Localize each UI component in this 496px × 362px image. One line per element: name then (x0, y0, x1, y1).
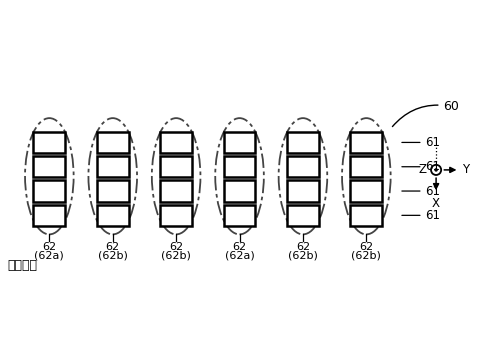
Bar (287, 181, 319, 202)
Bar (224, 181, 255, 202)
Text: (62a): (62a) (225, 251, 254, 261)
Text: 62: 62 (233, 242, 247, 252)
Text: Y: Y (462, 163, 470, 176)
Bar (34, 205, 65, 226)
Text: 60: 60 (392, 100, 459, 127)
Text: 62: 62 (169, 242, 183, 252)
Text: 62: 62 (296, 242, 310, 252)
Text: 線状光源: 線状光源 (7, 259, 37, 272)
Bar (34, 181, 65, 202)
Bar (351, 181, 382, 202)
Bar (287, 132, 319, 153)
Bar (287, 156, 319, 177)
Text: 61: 61 (402, 185, 440, 198)
Bar (351, 205, 382, 226)
Bar (160, 132, 192, 153)
Bar (97, 205, 128, 226)
Bar (224, 156, 255, 177)
Text: 61: 61 (402, 136, 440, 149)
Text: Z: Z (418, 163, 426, 176)
Text: X: X (432, 197, 440, 210)
Text: 62: 62 (42, 242, 57, 252)
Bar (97, 132, 128, 153)
Bar (224, 132, 255, 153)
Circle shape (435, 169, 437, 171)
Bar (224, 205, 255, 226)
Bar (34, 132, 65, 153)
Text: (62b): (62b) (288, 251, 318, 261)
Text: (62a): (62a) (34, 251, 64, 261)
Text: 61: 61 (402, 160, 440, 173)
Bar (97, 156, 128, 177)
Bar (160, 181, 192, 202)
Text: 61: 61 (402, 209, 440, 222)
Bar (34, 156, 65, 177)
Bar (287, 205, 319, 226)
Bar (160, 205, 192, 226)
Text: 62: 62 (359, 242, 373, 252)
Text: (62b): (62b) (161, 251, 191, 261)
Bar (160, 156, 192, 177)
Bar (351, 132, 382, 153)
Text: 62: 62 (106, 242, 120, 252)
Bar (351, 156, 382, 177)
Text: (62b): (62b) (351, 251, 381, 261)
Text: (62b): (62b) (98, 251, 127, 261)
Bar (97, 181, 128, 202)
